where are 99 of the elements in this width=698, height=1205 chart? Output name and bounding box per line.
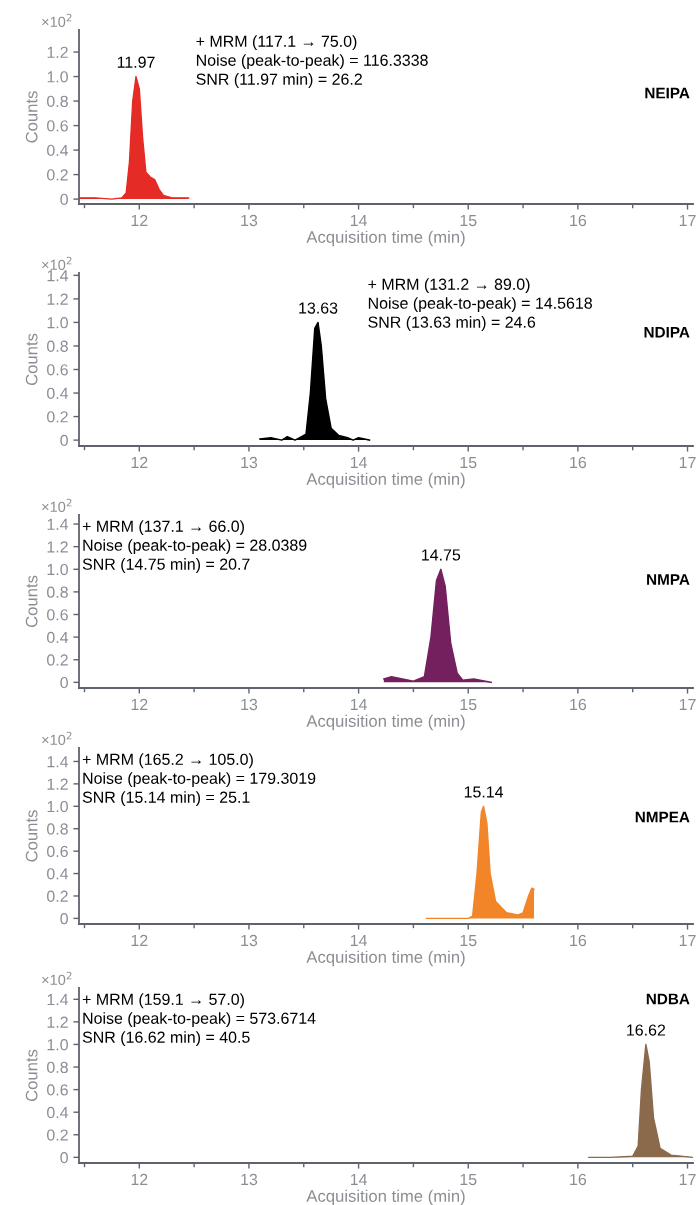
- annotation: + MRM (137.1 → 66.0) Noise (peak-to-peak) = 28.0389 SNR (14.75 min) = 20.7: [82, 520, 307, 573]
- text: ×10$^{2}$: [42, 971, 72, 986]
- y-axis-title: Counts: [25, 810, 38, 862]
- y-tick-label: 0.6: [47, 120, 68, 132]
- x-tick-label: 15: [460, 215, 477, 227]
- x-axis-title: Acquisition time (min): [306, 230, 465, 247]
- x-axis-title: Acquisition time (min): [306, 714, 465, 731]
- x-tick-label: 16: [570, 1173, 587, 1186]
- y-tick-label: 1.4: [47, 756, 69, 768]
- text: NEIPA: [645, 87, 690, 99]
- y-tick-label: 1.0: [47, 1039, 68, 1051]
- y-axis-title: Counts: [25, 91, 38, 143]
- y-tick-label: 1.2: [47, 46, 68, 58]
- y-tick-label: 1.0: [47, 800, 68, 813]
- y-tick-label: 0.6: [47, 609, 68, 621]
- y-tick-label: 0.4: [47, 387, 69, 399]
- y-tick-label: 0.4: [47, 1106, 69, 1119]
- annotation: + MRM (165.2 → 105.0) Noise (peak-to-peak) = 179.3019 SNR (15.14 min) = 25.1: [82, 753, 316, 807]
- x-tick-label: 12: [131, 934, 148, 946]
- y-axis-title: Counts: [25, 575, 38, 628]
- x-tick-label: 14: [350, 215, 368, 226]
- text: NDBA: [646, 993, 690, 1005]
- x-tick-label: 12: [131, 698, 148, 710]
- annotation: + MRM (159.1 → 57.0) Noise (peak-to-peak) = 573.6714 SNR (16.62 min) = 40.5: [82, 993, 316, 1047]
- x-tick-label: 17: [679, 699, 696, 710]
- y-tick-label: 1.0: [47, 317, 68, 329]
- x-tick-label: 14: [350, 457, 368, 468]
- x-tick-label: 15: [460, 935, 477, 947]
- x-tick-label: 15: [460, 1174, 477, 1186]
- x-tick-label: 17: [679, 935, 696, 946]
- text: NDIPA: [644, 326, 690, 338]
- x-tick-label: 17: [679, 457, 696, 468]
- x-axis-title: Acquisition time (min): [306, 472, 465, 489]
- text: ×10$^{2}$: [42, 13, 72, 28]
- text: ×10$^{2}$: [42, 256, 72, 271]
- y-axis-title: Counts: [25, 333, 38, 386]
- y-tick-label: 1.4: [47, 994, 69, 1006]
- x-tick-label: 15: [460, 457, 477, 469]
- x-tick-label: 12: [131, 214, 148, 226]
- y-axis-title: Counts: [25, 1049, 38, 1102]
- y-tick-label: 0.8: [47, 823, 68, 835]
- y-tick-label: 0: [60, 1151, 68, 1164]
- annotation: 16.62: [627, 1024, 666, 1036]
- x-axis-title: Acquisition time (min): [306, 950, 465, 967]
- x-tick-label: 13: [241, 214, 258, 227]
- x-tick-label: 16: [570, 214, 587, 227]
- y-tick-label: 0.8: [47, 586, 68, 598]
- x-tick-label: 13: [241, 934, 258, 947]
- text: NMPEA: [635, 811, 690, 823]
- x-tick-label: 14: [350, 1174, 368, 1185]
- y-tick-label: 0.6: [47, 845, 68, 858]
- x-tick-label: 16: [570, 934, 587, 947]
- y-tick-label: 1.4: [47, 518, 69, 530]
- x-tick-label: 16: [570, 698, 587, 711]
- y-tick-label: 0.8: [47, 1061, 68, 1073]
- y-tick-label: 0: [60, 193, 68, 206]
- y-tick-label: 1.2: [47, 293, 68, 305]
- annotation: 13.63: [299, 302, 338, 314]
- y-tick-label: 1.0: [47, 71, 68, 83]
- x-axis-title: Acquisition time (min): [306, 1189, 465, 1205]
- y-tick-label: 0.4: [47, 144, 69, 157]
- x-tick-label: 12: [131, 456, 148, 468]
- text: NMPA: [647, 574, 690, 585]
- y-tick-label: 0.2: [47, 890, 68, 902]
- annotation: 14.75: [422, 549, 461, 561]
- y-tick-label: 0: [60, 434, 68, 447]
- text: ×10$^{2}$: [42, 731, 72, 746]
- text: ×10$^{2}$: [42, 498, 72, 513]
- y-tick-label: 1.2: [47, 778, 68, 790]
- y-tick-label: 0: [60, 913, 68, 925]
- y-tick-label: 1.2: [47, 1016, 68, 1028]
- y-tick-label: 0.2: [47, 1129, 68, 1141]
- y-tick-label: 0.2: [47, 169, 68, 181]
- x-tick-label: 14: [350, 699, 368, 710]
- x-tick-label: 14: [350, 935, 368, 946]
- y-tick-label: 0.4: [47, 868, 69, 880]
- y-tick-label: 0.6: [47, 364, 68, 376]
- x-tick-label: 13: [241, 698, 258, 711]
- x-tick-label: 15: [460, 699, 477, 711]
- y-tick-label: 1.2: [47, 541, 68, 553]
- annotation: + MRM (117.1 → 75.0) Noise (peak-to-peak) = 116.3338 SNR (11.97 min) = 26.2: [196, 35, 428, 88]
- y-tick-label: 0.8: [47, 95, 68, 108]
- annotation: 15.14: [464, 786, 504, 798]
- x-tick-label: 16: [570, 456, 587, 469]
- y-tick-label: 0.2: [47, 654, 68, 666]
- y-tick-label: 0.6: [47, 1084, 68, 1096]
- y-tick-label: 1.0: [47, 563, 68, 576]
- y-tick-label: 0.2: [47, 411, 68, 423]
- y-tick-label: 0.8: [47, 340, 68, 352]
- y-tick-label: 0.4: [47, 631, 69, 644]
- annotation: 11.97: [117, 56, 155, 68]
- x-tick-label: 17: [679, 1174, 696, 1185]
- y-tick-label: 1.4: [47, 270, 69, 282]
- x-tick-label: 17: [679, 215, 696, 226]
- x-tick-label: 13: [241, 1173, 258, 1186]
- y-tick-label: 0: [60, 676, 68, 689]
- annotation: + MRM (131.2 → 89.0) Noise (peak-to-peak) = 14.5618 SNR (13.63 min) = 24.6: [368, 278, 592, 331]
- x-tick-label: 13: [241, 456, 258, 469]
- x-tick-label: 12: [131, 1173, 148, 1185]
